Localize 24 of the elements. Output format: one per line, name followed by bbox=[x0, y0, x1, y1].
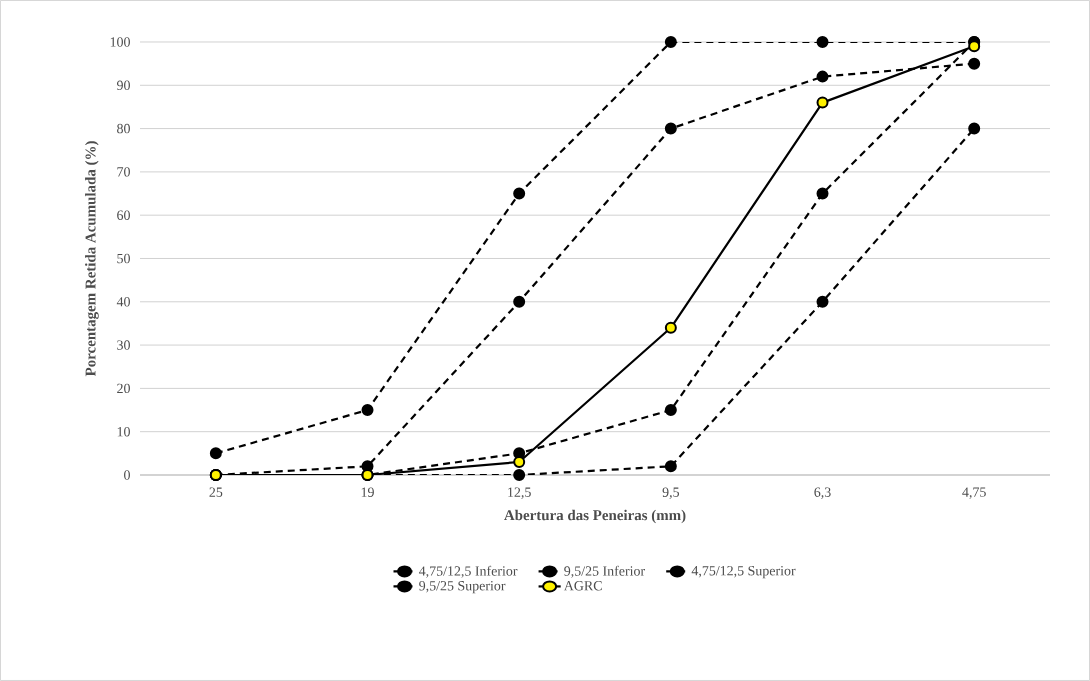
y-tick-label: 100 bbox=[110, 37, 130, 47]
y-tick-label: 20 bbox=[117, 383, 130, 394]
y-tick-label: 0 bbox=[124, 470, 130, 480]
y-tick-label: 60 bbox=[117, 210, 130, 220]
x-tick-label: 4,75 bbox=[962, 487, 986, 499]
y-tick-label: 70 bbox=[117, 167, 130, 177]
legend-label: 4,75/12,5 Inferior bbox=[418, 565, 518, 578]
legend-label: 9,5/25 Inferior bbox=[564, 565, 645, 578]
y-axis-title: Porcentagem Retida Acumulada (%) bbox=[85, 141, 99, 377]
x-tick-label: 6,3 bbox=[814, 487, 831, 499]
y-tick-label: 10 bbox=[117, 426, 130, 437]
y-tick-label: 40 bbox=[116, 297, 130, 307]
x-axis-title: Abertura das Peneiras (mm) bbox=[504, 509, 686, 524]
legend-label: 4,75/12,5 Superior bbox=[691, 566, 796, 579]
y-tick-label: 30 bbox=[117, 340, 130, 350]
x-tick-label: 9,5 bbox=[662, 487, 680, 499]
legend-label: AGRC bbox=[563, 581, 602, 591]
y-tick-label: 50 bbox=[117, 253, 130, 264]
x-tick-label: 19 bbox=[361, 487, 374, 497]
x-tick-label: 12,5 bbox=[508, 487, 531, 499]
legend-label: 9,5/25 Superior bbox=[419, 581, 506, 594]
y-tick-label: 90 bbox=[116, 80, 130, 90]
x-tick-label: 25 bbox=[209, 487, 223, 497]
y-tick-label: 80 bbox=[117, 123, 130, 134]
